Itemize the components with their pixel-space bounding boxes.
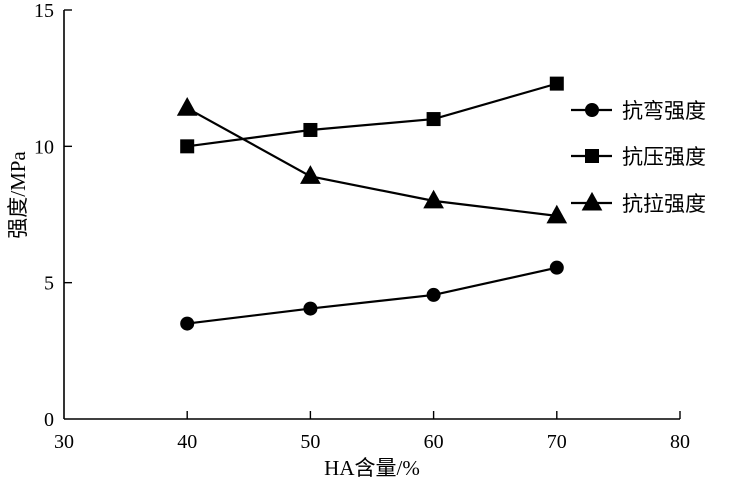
legend-circle-marker	[585, 103, 599, 117]
y-tick-label: 15	[34, 0, 54, 22]
x-tick-label: 80	[670, 431, 690, 453]
square-data-point	[180, 139, 195, 154]
series-line	[187, 266, 558, 325]
series-layer	[176, 76, 568, 331]
square-data-point	[303, 122, 318, 137]
x-tick-label: 30	[54, 431, 74, 453]
circle-data-point	[549, 260, 564, 275]
legend-item: 抗弯强度	[571, 99, 706, 123]
axes	[63, 10, 680, 420]
x-tick-label: 60	[424, 431, 444, 453]
series-line	[186, 107, 557, 217]
x-tick-label: 40	[177, 431, 197, 453]
x-ticks: 30 40 50 60 70 80	[54, 411, 690, 453]
series-1	[180, 260, 564, 331]
legend-item: 抗拉强度	[571, 191, 706, 216]
x-tick-label: 50	[300, 431, 320, 453]
legend-triangle-marker	[581, 191, 603, 211]
y-tick-label: 5	[44, 273, 54, 295]
y-tick-label: 0	[44, 409, 54, 431]
triangle-data-point	[423, 189, 444, 209]
circle-data-point	[180, 316, 195, 331]
triangle-data-point	[176, 97, 198, 116]
y-tick-label: 10	[34, 136, 54, 158]
legend-label: 抗压强度	[622, 145, 706, 169]
legend-item: 抗压强度	[571, 145, 706, 169]
y-ticks: 0 5 10 15	[34, 0, 72, 431]
series-3	[176, 97, 568, 224]
square-data-point	[426, 112, 441, 127]
circle-data-point	[426, 287, 441, 302]
series-2	[180, 76, 564, 154]
x-axis-title: HA含量/%	[324, 456, 420, 480]
series-line	[187, 82, 558, 148]
y-axis-title: 强度/MPa	[6, 151, 30, 239]
legend-square-marker	[585, 149, 599, 163]
legend-label: 抗拉强度	[622, 192, 706, 216]
square-data-point	[549, 76, 564, 91]
legend-label: 抗弯强度	[622, 99, 706, 123]
circle-data-point	[303, 301, 318, 316]
triangle-data-point	[546, 204, 568, 224]
x-tick-label: 70	[547, 431, 567, 453]
triangle-data-point	[300, 165, 321, 184]
